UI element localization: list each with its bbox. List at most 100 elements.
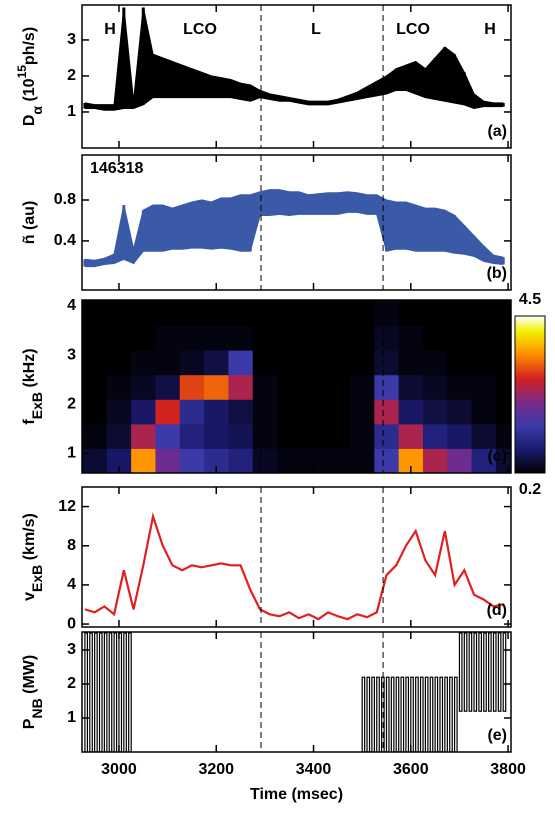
heatmap-cell (131, 300, 156, 327)
phase-annotation: LCO (396, 21, 430, 38)
signal-fill (162, 57, 173, 98)
heatmap-cell (252, 399, 278, 425)
y-tick-label: 1 (67, 103, 76, 120)
heatmap-cell (471, 300, 497, 327)
signal-fill (260, 189, 270, 216)
heatmap-cell (350, 399, 375, 425)
signal-fill (279, 189, 290, 216)
colorbar (514, 315, 546, 474)
heatmap-cell (155, 448, 181, 473)
beam-pulse (128, 632, 132, 752)
beam-pulse (497, 632, 502, 712)
heatmap-cell (447, 448, 473, 473)
y-tick-label: 1 (67, 445, 76, 462)
heatmap-cell (325, 350, 351, 376)
beam-pulse (98, 632, 103, 752)
heatmap-cell (350, 350, 375, 376)
signal-fill (182, 202, 192, 250)
heatmap-cell (82, 423, 108, 449)
heatmap-cell (325, 423, 351, 449)
signal-fill (483, 246, 494, 264)
signal-fill (415, 61, 426, 98)
heatmap-cell (228, 300, 254, 327)
heatmap-cell (106, 399, 132, 425)
x-axis-label: Time (msec) (250, 786, 343, 803)
heatmap-cell (422, 325, 448, 351)
heatmap-cell (155, 325, 181, 351)
heatmap-cell (252, 448, 278, 473)
heatmap-cell (301, 325, 327, 351)
signal-fill (269, 93, 280, 102)
beam-pulse (361, 676, 366, 752)
signal-fill (367, 81, 377, 98)
heatmap-cell (179, 350, 205, 376)
heatmap-cell (374, 448, 400, 473)
heatmap-cell (106, 350, 132, 376)
signal-fill (211, 197, 222, 250)
heatmap-cell (447, 350, 473, 376)
heatmap-cell (277, 325, 302, 351)
beam-pulse (463, 632, 468, 712)
panel-frame (81, 299, 512, 474)
heatmap-cell (471, 448, 497, 473)
y-tick-label: 3 (67, 346, 76, 363)
heatmap-cell (301, 350, 327, 376)
heatmap-cell (82, 399, 108, 425)
signal-fill (104, 254, 115, 265)
heatmap-cell (495, 423, 511, 449)
signal-fill (386, 68, 397, 94)
beam-pulse (385, 676, 390, 752)
signal-fill (454, 54, 465, 105)
y-tick-label: 0.4 (54, 232, 76, 249)
heatmap-cell (228, 350, 254, 376)
heatmap-cell (252, 350, 278, 376)
signal-fill (298, 99, 309, 105)
beam-pulse (371, 676, 375, 752)
heatmap-cell (131, 374, 156, 400)
signal-fill (318, 192, 329, 215)
signal-fill (396, 202, 406, 250)
panel-frame (81, 154, 512, 291)
heatmap-cell (179, 374, 205, 400)
beam-pulse (94, 632, 98, 752)
y-tick-label: 12 (58, 498, 76, 515)
plot-area (82, 300, 511, 473)
plot-area (83, 189, 505, 268)
heatmap-cell (398, 423, 424, 449)
beam-pulse (415, 676, 419, 752)
signal-fill (114, 205, 124, 264)
beam-pulse (118, 632, 123, 752)
heatmap-cell (204, 399, 229, 425)
heatmap-cell (155, 423, 181, 449)
signal-fill (376, 75, 387, 96)
signal-fill (133, 210, 144, 264)
signal-fill (114, 7, 124, 111)
beam-pulse (123, 632, 127, 752)
heatmap-cell (131, 423, 156, 449)
signal-fill (483, 101, 494, 107)
signal-fill (308, 193, 319, 215)
x-tick-label: 3600 (393, 761, 429, 778)
signal-fill (298, 191, 309, 215)
y-axis-label-part: P (21, 718, 38, 729)
panel-frame (81, 486, 512, 628)
signal-fill (396, 65, 406, 91)
heatmap-cell (155, 399, 181, 425)
y-axis-label-part: α (29, 106, 45, 115)
heatmap-cell (82, 300, 108, 327)
heatmap-cell (277, 423, 302, 449)
heatmap-cell (228, 374, 254, 400)
heatmap-cell (228, 448, 254, 473)
signal-fill (464, 225, 475, 257)
heatmap-cell (398, 325, 424, 351)
signal-fill (84, 102, 95, 109)
signal-fill (435, 47, 445, 102)
signal-fill (182, 65, 192, 98)
signal-fill (425, 208, 436, 252)
y-axis-label: fExB (kHz) (21, 348, 44, 424)
heatmap-cell (374, 423, 400, 449)
heatmap-cell (228, 399, 254, 425)
heatmap-cell (204, 325, 229, 351)
signal-fill (94, 104, 105, 111)
y-axis-label-part: NB (29, 698, 45, 718)
